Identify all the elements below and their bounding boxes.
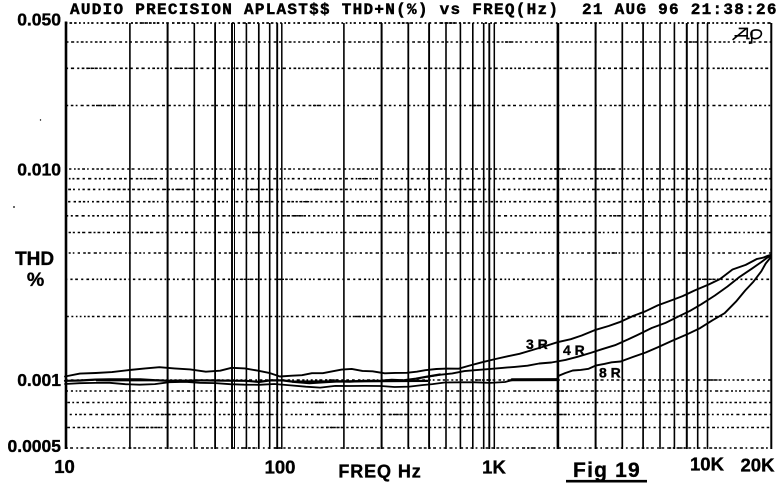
- svg-text:AUDIO PRECISION APLAST$$ THD+N: AUDIO PRECISION APLAST$$ THD+N(%) vs FRE…: [70, 1, 559, 19]
- svg-text:3 R: 3 R: [526, 336, 548, 352]
- svg-text:0.050: 0.050: [17, 10, 61, 30]
- svg-text:10: 10: [54, 456, 75, 477]
- svg-text:20K: 20K: [741, 455, 776, 476]
- svg-text:%: %: [27, 269, 44, 291]
- svg-text:FREQ Hz: FREQ Hz: [338, 462, 421, 482]
- svg-text:0.001: 0.001: [17, 370, 61, 390]
- svg-text:THD: THD: [15, 249, 54, 270]
- svg-text:1K: 1K: [482, 457, 506, 478]
- svg-text:Fig 19: Fig 19: [573, 459, 641, 482]
- svg-text:4 R: 4 R: [563, 342, 585, 358]
- svg-text:10K: 10K: [690, 454, 725, 475]
- svg-text:8 R: 8 R: [599, 365, 621, 381]
- svg-text:0.0005: 0.0005: [7, 436, 61, 456]
- svg-text:100: 100: [265, 457, 296, 478]
- svg-text:21 AUG 96 21:38:26: 21 AUG 96 21:38:26: [582, 1, 778, 19]
- svg-text:0.010: 0.010: [17, 160, 61, 180]
